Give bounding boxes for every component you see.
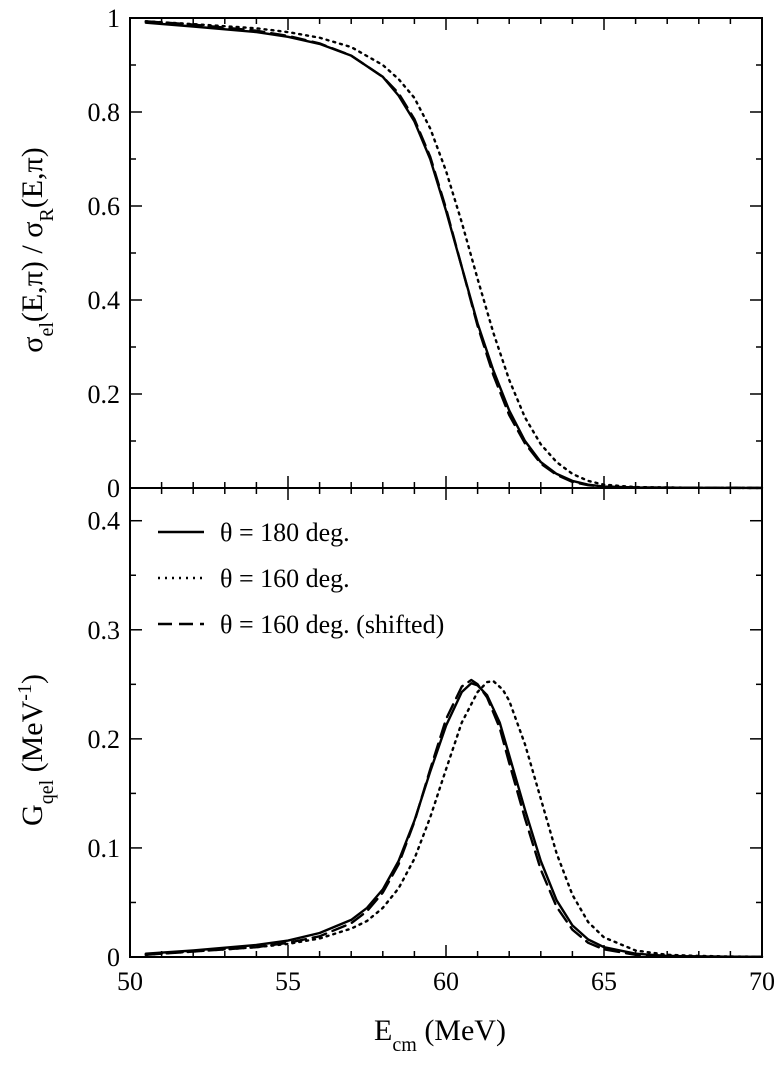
lower-panel-y-axis-label: Gqel (MeV-1) (14, 674, 58, 826)
x-tick-label: 50 (117, 967, 143, 996)
y-tick-label: 0.6 (88, 192, 121, 221)
series-line-dashed (144, 678, 764, 958)
label-subscript: el (36, 322, 58, 337)
label-subscript: R (36, 208, 58, 222)
label-text: (E,π) / σ (16, 222, 49, 322)
label-superscript: -1 (14, 684, 36, 701)
series-line-dotted (144, 679, 764, 958)
x-tick-label: 65 (591, 967, 617, 996)
y-tick-label: 0.4 (88, 507, 121, 536)
label-subscript: cm (392, 1034, 417, 1056)
label-text: ) (16, 674, 49, 684)
label-text: E (374, 1014, 392, 1047)
upper-panel-ticks (129, 17, 763, 489)
lower-panel-tick-labels: 0 0.1 0.2 0.3 0.4 50 55 60 65 70 (88, 507, 776, 996)
lower-panel-ticks (129, 488, 763, 958)
y-tick-label: 0 (107, 943, 120, 972)
y-tick-label: 0.2 (88, 725, 121, 754)
series-line-solid (144, 682, 764, 958)
series-line-dotted (144, 20, 764, 490)
upper-panel-series (144, 20, 764, 490)
series-line-solid (144, 21, 764, 490)
y-tick-label: 0.1 (88, 834, 121, 863)
x-axis-label: Ecm (MeV) (374, 1014, 506, 1056)
lower-panel-series (144, 678, 764, 958)
legend-label: θ = 180 deg. (220, 518, 350, 547)
series-line-dashed (144, 20, 764, 490)
y-tick-label: 0.8 (88, 98, 121, 127)
y-tick-label: 0.3 (88, 616, 121, 645)
lower-panel-frame (129, 487, 763, 958)
legend-label: θ = 160 deg. (shifted) (220, 610, 444, 639)
label-text: (E,π) (16, 147, 49, 208)
upper-panel-frame (129, 17, 763, 489)
y-tick-label: 0.2 (88, 380, 121, 409)
x-tick-label: 60 (433, 967, 459, 996)
legend: θ = 180 deg. θ = 160 deg. θ = 160 deg. (sh… (158, 518, 444, 639)
y-tick-label: 1 (107, 4, 120, 33)
lower-panel: 0 0.1 0.2 0.3 0.4 50 55 60 65 70 Gqel (MeV-1) Ecm… (14, 488, 775, 1056)
label-text: (MeV (16, 700, 49, 779)
x-tick-label: 70 (749, 967, 775, 996)
y-tick-label: 0 (107, 474, 120, 503)
legend-label: θ = 160 deg. (220, 564, 350, 593)
y-tick-label: 0.4 (88, 286, 121, 315)
label-text: G (16, 804, 49, 826)
label-text: σ (16, 337, 49, 353)
label-subscript: qel (36, 779, 58, 804)
upper-panel-tick-labels: 0 0.2 0.4 0.6 0.8 1 (88, 4, 121, 503)
upper-panel: 0 0.2 0.4 0.6 0.8 1 σel(E,π) / σR(E,π) (16, 4, 764, 503)
x-tick-label: 55 (275, 967, 301, 996)
label-text: (MeV) (417, 1014, 506, 1047)
upper-panel-y-axis-label: σel(E,π) / σR(E,π) (16, 147, 58, 352)
